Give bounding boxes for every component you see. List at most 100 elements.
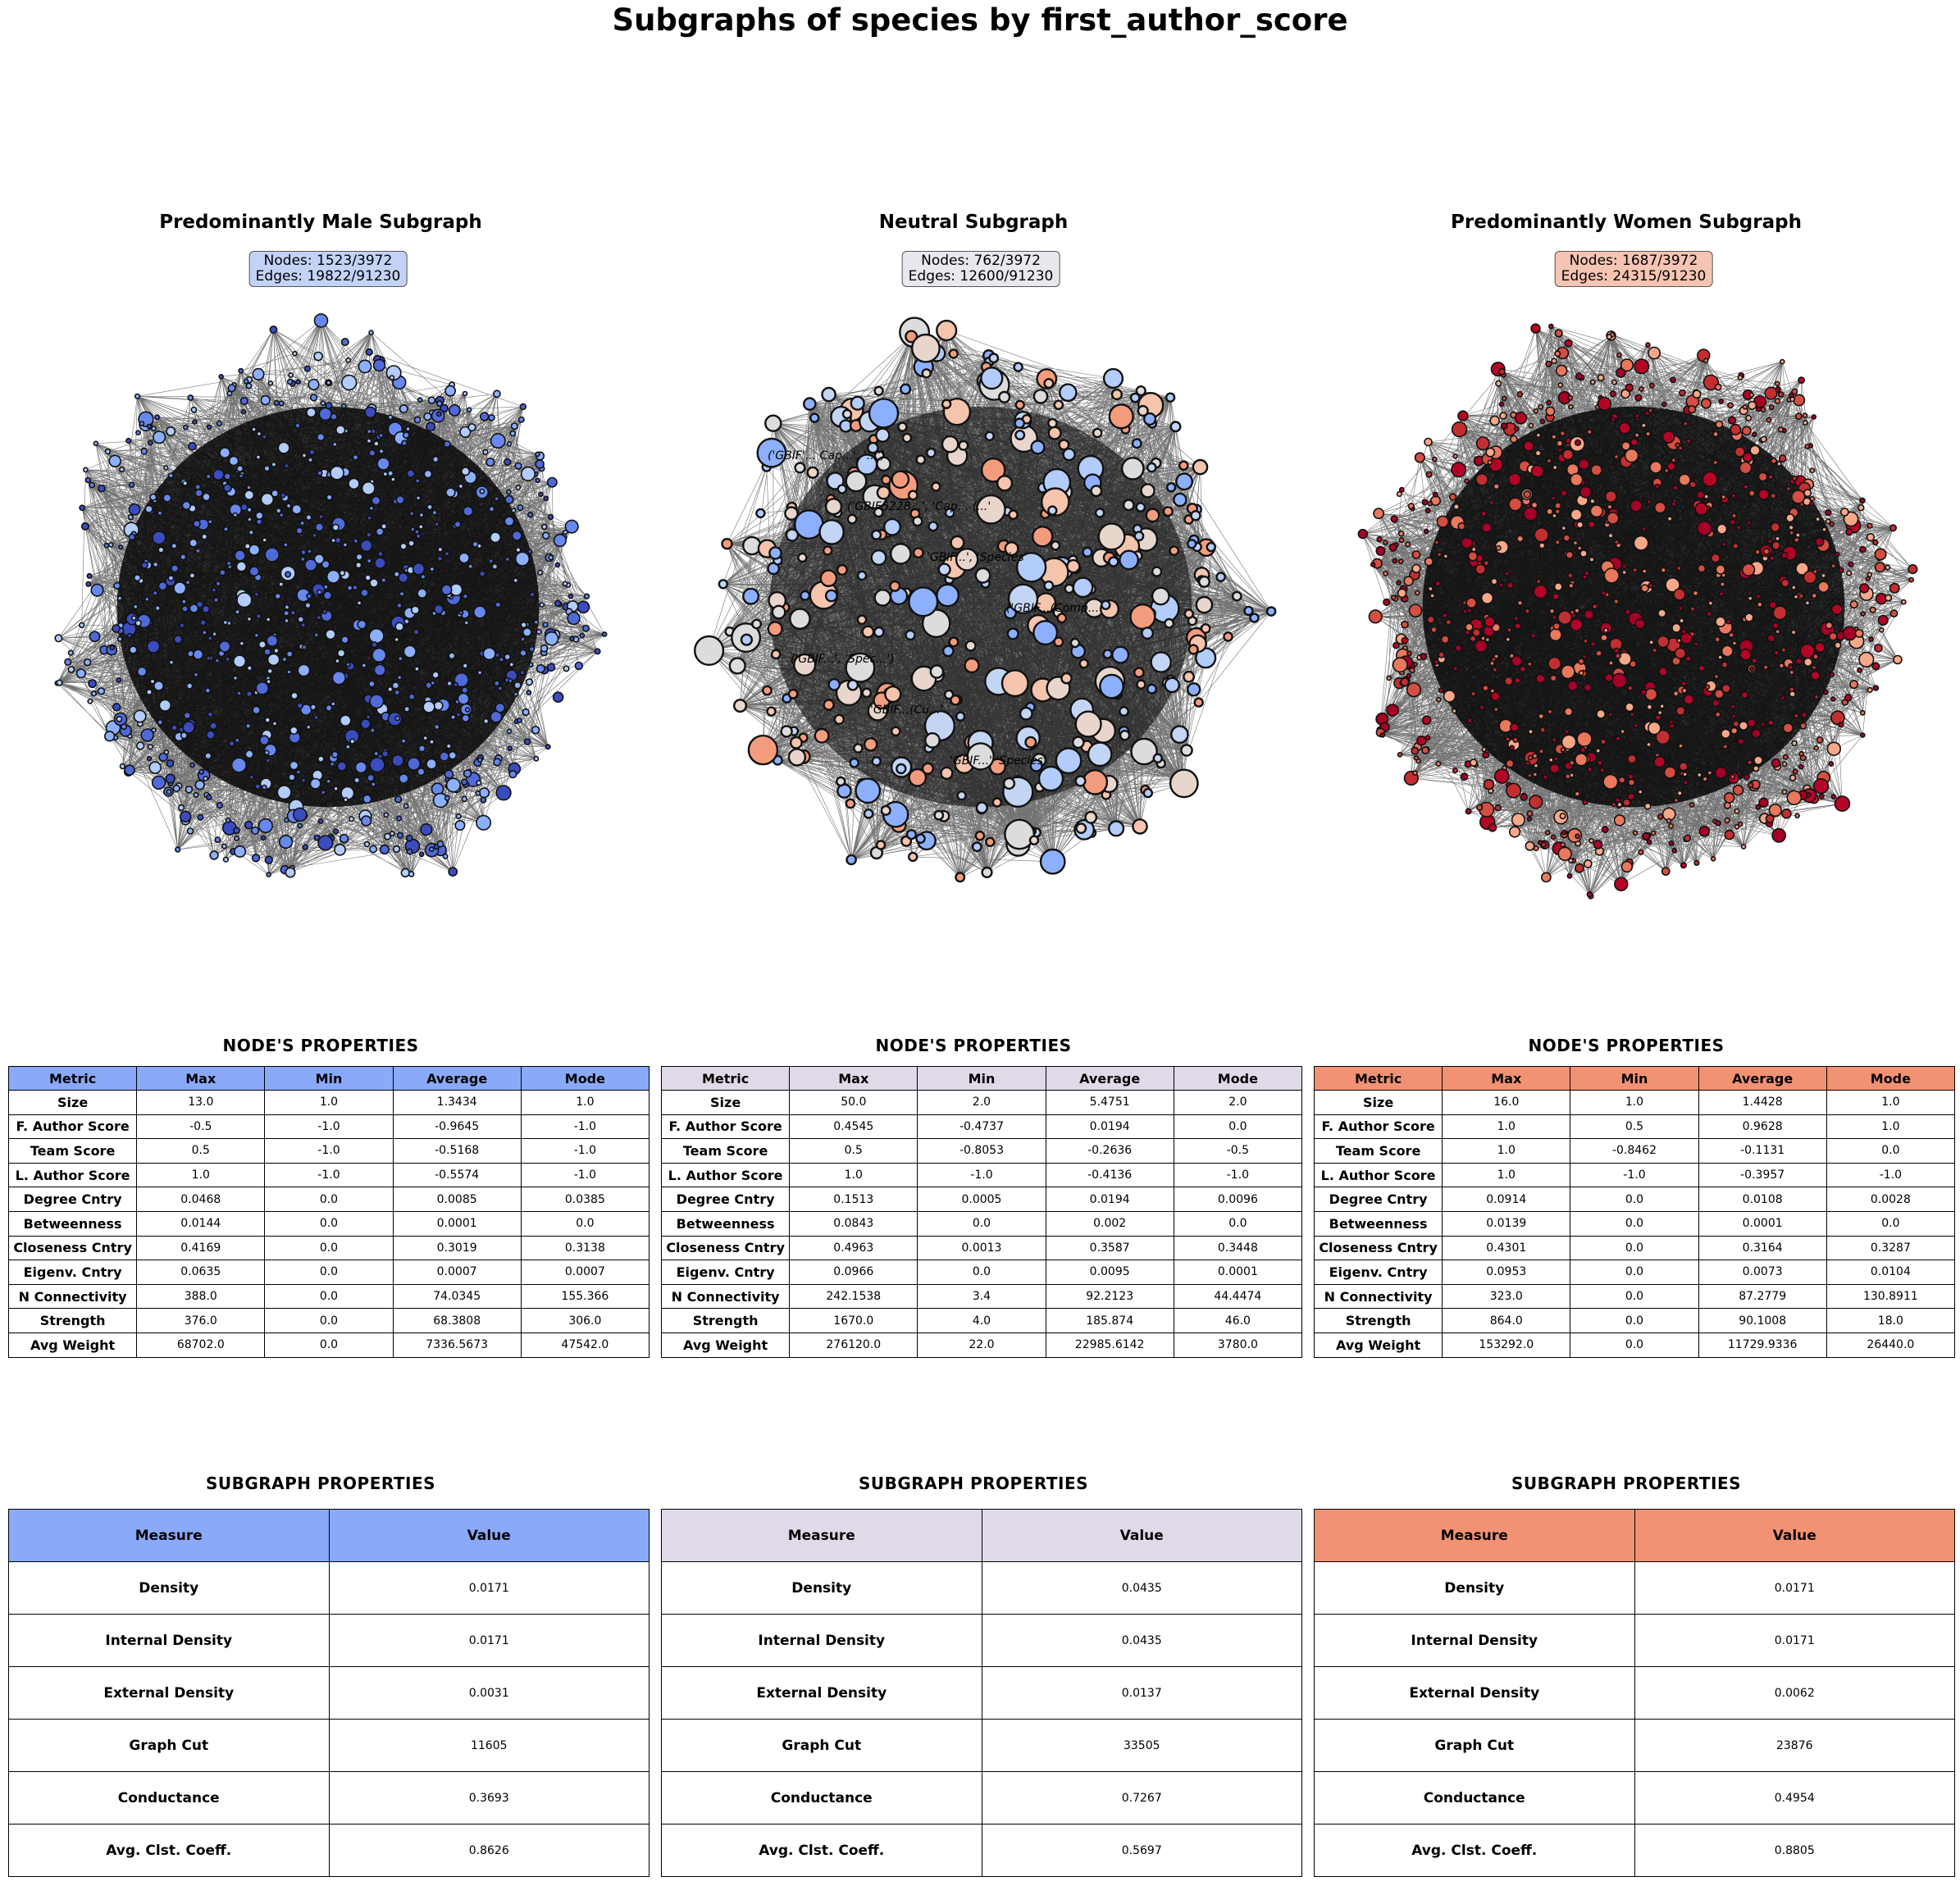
network-node xyxy=(286,378,294,385)
network-node xyxy=(83,658,92,667)
network-node xyxy=(387,414,394,421)
network-node xyxy=(1545,406,1556,417)
table-cell: -1.0 xyxy=(520,1162,650,1188)
network-node xyxy=(290,691,299,700)
network-node xyxy=(417,588,428,599)
network-node xyxy=(1557,447,1563,453)
network-node xyxy=(863,809,874,819)
table-cell: 46.0 xyxy=(1173,1308,1303,1333)
network-node xyxy=(732,699,747,713)
network-node xyxy=(1830,603,1843,616)
network-node xyxy=(182,721,195,734)
network-node xyxy=(495,652,501,658)
network-node xyxy=(192,519,201,528)
network-node xyxy=(1676,790,1683,796)
column-header: Measure xyxy=(661,1509,982,1562)
network-node xyxy=(545,744,551,750)
network-node xyxy=(349,738,356,745)
table-cell: 0.0 xyxy=(917,1210,1046,1237)
network-node xyxy=(827,677,841,691)
network-node xyxy=(128,481,135,488)
network-node xyxy=(445,743,452,749)
network-node xyxy=(426,421,436,432)
table-row: Eigenv. Cntry 0.0966 0.0 0.0095 0.0001 xyxy=(660,1260,1303,1285)
network-node xyxy=(152,531,166,545)
network-node xyxy=(410,605,420,615)
network-node xyxy=(956,790,967,801)
network-node xyxy=(1760,407,1766,413)
network-node xyxy=(1564,729,1570,735)
network-node xyxy=(333,828,340,835)
network-node xyxy=(526,690,532,696)
metric-label: N Connectivity xyxy=(7,1283,138,1310)
network-node xyxy=(950,535,965,550)
network-node xyxy=(245,382,253,390)
network-node xyxy=(925,447,937,458)
network-node xyxy=(1798,763,1804,770)
measure-label: Conductance xyxy=(1314,1771,1635,1824)
network-node xyxy=(354,761,367,774)
metric-label: Avg Weight xyxy=(660,1332,791,1358)
network-node xyxy=(1524,608,1530,614)
network-node xyxy=(222,619,229,626)
network-node xyxy=(1757,472,1768,482)
network-node xyxy=(855,453,878,476)
network-node xyxy=(305,407,317,418)
network-node xyxy=(1793,713,1799,719)
subgraph-table-title: SUBGRAPH PROPERTIES xyxy=(205,1474,436,1493)
table-row: Avg Weight 153292.0 0.0 11729.9336 26440.0 xyxy=(1313,1332,1956,1358)
measure-label: Avg. Clst. Coeff. xyxy=(661,1824,982,1877)
network-node xyxy=(235,561,248,572)
measure-value: 0.0171 xyxy=(328,1614,650,1667)
network-node xyxy=(800,590,811,601)
network-node xyxy=(171,542,178,549)
network-node xyxy=(870,549,887,567)
network-node xyxy=(1547,656,1562,671)
network-node xyxy=(363,840,371,848)
network-node xyxy=(313,313,329,328)
table-row: Strength 376.0 0.0 68.3808 306.0 xyxy=(7,1308,650,1333)
table-header-row: Metric Max Min Average Mode xyxy=(1313,1066,1956,1091)
network-node xyxy=(391,754,404,768)
network-node xyxy=(251,826,260,836)
table-header-row: Measure Value xyxy=(661,1509,1302,1562)
network-node xyxy=(1778,454,1787,462)
network-node xyxy=(1768,803,1782,818)
network-node xyxy=(861,625,875,639)
network-node xyxy=(317,589,323,595)
table-cell: 0.0139 xyxy=(1442,1210,1571,1237)
network-node xyxy=(78,622,85,629)
network-node xyxy=(98,484,106,493)
network-node xyxy=(875,427,891,443)
network-node xyxy=(1696,520,1712,536)
network-node xyxy=(233,654,247,668)
network-node xyxy=(1764,386,1778,400)
network-node xyxy=(87,698,93,704)
network-node xyxy=(1506,626,1512,633)
network-node xyxy=(853,743,864,754)
network-node xyxy=(1789,690,1797,698)
network-node xyxy=(1718,590,1725,597)
network-node xyxy=(1790,585,1797,590)
network-node xyxy=(258,818,274,834)
network-node xyxy=(429,566,435,572)
metric-label: Betweenness xyxy=(660,1210,791,1237)
network-node xyxy=(436,555,444,563)
network-node xyxy=(1099,673,1124,699)
network-node xyxy=(1525,760,1531,767)
network-node xyxy=(855,777,882,804)
network-node xyxy=(1616,352,1622,358)
network-node xyxy=(1072,576,1094,599)
network-node xyxy=(868,398,900,429)
network-node xyxy=(194,780,205,790)
network-node xyxy=(1092,427,1103,439)
network-node xyxy=(1624,448,1639,463)
network-node xyxy=(371,641,378,649)
network-node xyxy=(1643,802,1652,810)
network-node xyxy=(1452,665,1458,672)
network-node xyxy=(1688,405,1697,414)
network-node xyxy=(288,773,296,781)
network-node xyxy=(1604,490,1618,503)
measure-value: 0.0062 xyxy=(1634,1666,1955,1720)
network-node xyxy=(150,426,157,432)
